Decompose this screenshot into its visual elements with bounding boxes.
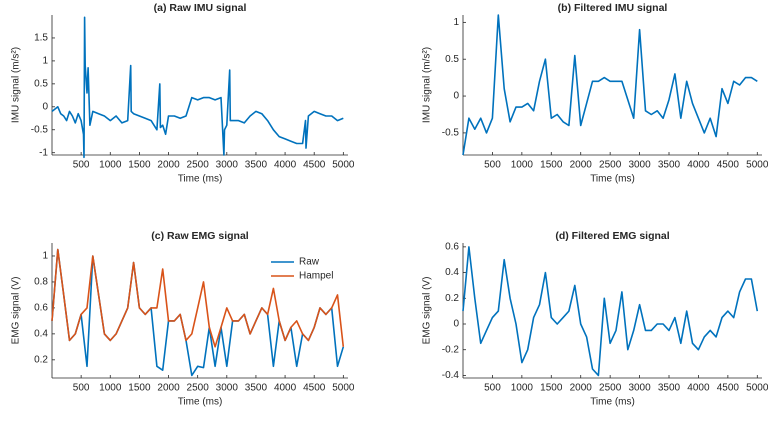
x-tick-label: 4000 bbox=[274, 160, 297, 171]
x-tick-label: 1500 bbox=[128, 383, 151, 394]
x-tick-label: 500 bbox=[73, 160, 90, 171]
x-tick-label: 500 bbox=[73, 383, 90, 394]
y-tick-label: 1 bbox=[42, 56, 48, 67]
x-tick-label: 5000 bbox=[332, 160, 355, 171]
x-axis-label: Time (ms) bbox=[590, 174, 635, 185]
x-tick-label: 5000 bbox=[746, 160, 769, 171]
y-tick-label: 1 bbox=[42, 251, 48, 262]
legend-label: Raw bbox=[299, 257, 320, 268]
y-axis-label: EMG signal (V) bbox=[11, 277, 22, 345]
x-tick-label: 1500 bbox=[128, 160, 151, 171]
x-tick-label: 3000 bbox=[216, 383, 239, 394]
x-tick-label: 3000 bbox=[628, 160, 651, 171]
x-tick-label: 2500 bbox=[187, 160, 210, 171]
y-tick-label: 0.4 bbox=[445, 267, 459, 278]
x-tick-label: 4500 bbox=[717, 160, 740, 171]
data-line bbox=[51, 248, 345, 348]
x-tick-label: 4500 bbox=[717, 383, 740, 394]
x-tick-label: 500 bbox=[484, 383, 501, 394]
x-tick-label: 3500 bbox=[245, 383, 268, 394]
data-line bbox=[51, 16, 344, 159]
chart-title: (d) Filtered EMG signal bbox=[555, 230, 669, 242]
x-axis-label: Time (ms) bbox=[590, 397, 635, 408]
x-tick-label: 2000 bbox=[570, 160, 593, 171]
y-tick-label: 0 bbox=[453, 91, 459, 102]
x-tick-label: 5000 bbox=[746, 383, 769, 394]
data-line bbox=[462, 14, 758, 156]
y-tick-label: 0.6 bbox=[445, 241, 459, 252]
x-tick-label: 3500 bbox=[245, 160, 268, 171]
x-tick-label: 3000 bbox=[628, 383, 651, 394]
y-axis-label: IMU signal (m/s²) bbox=[11, 47, 22, 123]
x-tick-label: 3500 bbox=[658, 383, 681, 394]
y-tick-label: 0.6 bbox=[34, 303, 48, 314]
y-tick-label: -0.2 bbox=[442, 344, 460, 355]
legend-box bbox=[265, 250, 337, 288]
y-tick-label: -1 bbox=[39, 147, 48, 158]
y-tick-label: 1 bbox=[453, 17, 459, 28]
y-tick-label: -0.5 bbox=[442, 128, 460, 139]
x-tick-label: 3000 bbox=[216, 160, 239, 171]
data-line bbox=[462, 246, 759, 377]
chart-title: (b) Filtered IMU signal bbox=[558, 2, 668, 14]
y-tick-label: 0.4 bbox=[34, 329, 48, 340]
x-tick-label: 1500 bbox=[540, 160, 563, 171]
x-tick-label: 1500 bbox=[540, 383, 563, 394]
y-tick-label: 0.5 bbox=[34, 78, 48, 89]
y-tick-label: 0.8 bbox=[34, 277, 48, 288]
x-tick-label: 2000 bbox=[157, 383, 180, 394]
y-tick-label: 0.2 bbox=[445, 293, 459, 304]
x-tick-label: 4500 bbox=[303, 383, 326, 394]
x-tick-label: 2500 bbox=[599, 383, 622, 394]
y-tick-label: 0.2 bbox=[34, 354, 48, 365]
x-tick-label: 4000 bbox=[687, 160, 710, 171]
x-tick-label: 4000 bbox=[687, 383, 710, 394]
x-tick-label: 1000 bbox=[511, 383, 534, 394]
y-axis-label: IMU signal (m/s²) bbox=[422, 47, 433, 123]
x-tick-label: 4500 bbox=[303, 160, 326, 171]
chart-title: (c) Raw EMG signal bbox=[151, 230, 249, 242]
x-tick-label: 1000 bbox=[511, 160, 534, 171]
y-axis-label: EMG signal (V) bbox=[422, 277, 433, 345]
x-tick-label: 3500 bbox=[658, 160, 681, 171]
y-tick-label: -0.5 bbox=[31, 124, 49, 135]
x-tick-label: 2000 bbox=[157, 160, 180, 171]
x-tick-label: 1000 bbox=[99, 160, 122, 171]
chart-title: (a) Raw IMU signal bbox=[154, 2, 247, 14]
y-tick-label: 0 bbox=[453, 319, 459, 330]
x-tick-label: 4000 bbox=[274, 383, 297, 394]
x-tick-label: 2500 bbox=[599, 160, 622, 171]
x-tick-label: 2000 bbox=[570, 383, 593, 394]
x-tick-label: 500 bbox=[484, 160, 501, 171]
legend-label: Hampel bbox=[299, 271, 333, 282]
y-tick-label: 0 bbox=[42, 101, 48, 112]
x-axis-label: Time (ms) bbox=[178, 397, 223, 408]
x-tick-label: 5000 bbox=[332, 383, 355, 394]
x-tick-label: 2500 bbox=[187, 383, 210, 394]
x-tick-label: 1000 bbox=[99, 383, 122, 394]
y-tick-label: 0.5 bbox=[445, 54, 459, 65]
y-tick-label: 1.5 bbox=[34, 33, 48, 44]
x-axis-label: Time (ms) bbox=[178, 174, 223, 185]
y-tick-label: -0.4 bbox=[442, 370, 460, 381]
